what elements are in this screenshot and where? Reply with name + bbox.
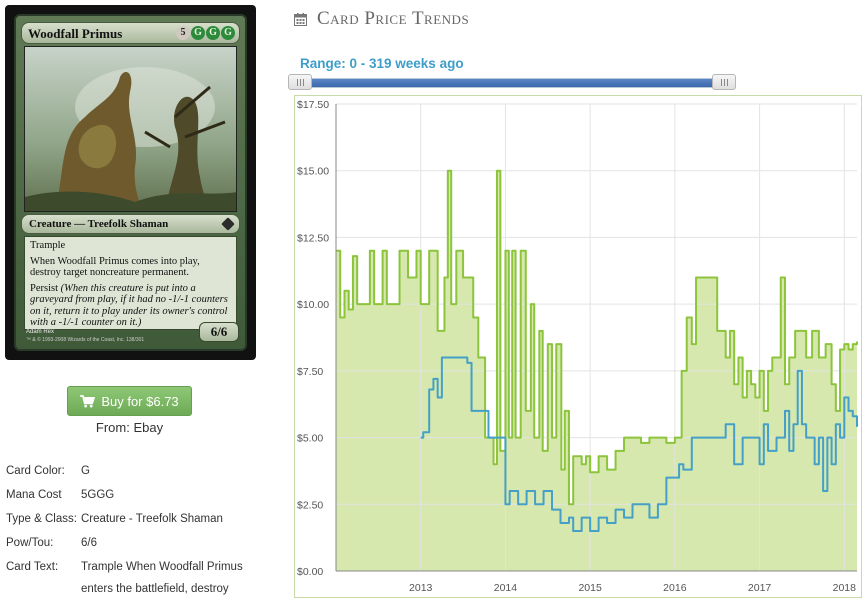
range-label: Range: 0 - 319 weeks ago — [300, 56, 464, 71]
series-line — [420, 356, 858, 532]
persist-reminder: (When this creature is put into a gravey… — [30, 282, 228, 329]
y-tick-label: $5.00 — [297, 433, 323, 445]
detail-value: Trample When Woodfall Primus enters the … — [81, 561, 243, 595]
mana-symbol: G — [191, 26, 205, 40]
card-type-bar: Creature — Treefolk Shaman — [21, 214, 240, 234]
y-tick-label: $2.50 — [297, 499, 323, 511]
x-tick-label: 2014 — [494, 582, 518, 594]
persist-keyword: Persist — [30, 282, 59, 294]
calendar-icon — [294, 12, 307, 26]
card-rules-line: When Woodfall Primus comes into play, de… — [30, 255, 200, 279]
card-image: Woodfall Primus 5 G G G — [5, 5, 256, 360]
detail-label: Pow/Tou: — [6, 537, 54, 549]
card-artist: Adam Rex — [26, 329, 55, 335]
card-type-line: Creature — Treefolk Shaman — [29, 218, 169, 230]
y-tick-label: $15.00 — [297, 166, 329, 178]
set-symbol-icon — [221, 217, 235, 231]
shopping-cart-icon — [80, 394, 96, 408]
y-tick-label: $17.50 — [297, 99, 329, 111]
y-tick-label: $7.50 — [297, 366, 323, 378]
range-slider-end-handle[interactable] — [712, 74, 736, 90]
y-tick-label: $0.00 — [297, 566, 323, 578]
price-chart: $0.00 $2.50 $5.00 $7.50 $10.00 $12.50 $15.00 $1… — [294, 95, 862, 598]
card-artwork — [24, 46, 237, 212]
series-line — [336, 169, 858, 506]
x-tick-label: 2016 — [663, 582, 687, 594]
x-tick-label: 2015 — [578, 582, 602, 594]
mana-symbol: G — [206, 26, 220, 40]
detail-label: Card Color: — [6, 465, 65, 477]
card-power-toughness: 6/6 — [199, 322, 239, 342]
buy-source: From: Ebay — [95, 420, 164, 435]
detail-label: Mana Cost — [6, 489, 62, 501]
y-tick-label: $10.00 — [297, 299, 329, 311]
x-tick-label: 2018 — [833, 582, 857, 594]
detail-value: 5GGG — [81, 489, 115, 501]
detail-value: Creature - Treefolk Shaman — [81, 513, 223, 525]
mana-symbol: G — [221, 26, 235, 40]
card-frame: Woodfall Primus 5 G G G — [14, 14, 247, 351]
buy-button-label: Buy for $6.73 — [101, 393, 179, 409]
card-copyright: ™ & © 1993-2008 Wizards of the Coast, In… — [26, 337, 145, 343]
detail-label: Card Text: — [6, 561, 59, 573]
card-name: Woodfall Primus — [28, 26, 123, 41]
trends-title: Card Price Trends — [317, 8, 470, 29]
card-rules-line: Trample — [30, 240, 66, 251]
range-slider-start-handle[interactable] — [288, 74, 312, 90]
series-area — [336, 170, 857, 571]
trends-heading: Card Price Trends — [294, 8, 469, 30]
detail-label: Type & Class: — [6, 513, 77, 525]
detail-value: G — [81, 465, 90, 477]
card-mana-cost: 5 G G G — [176, 26, 235, 40]
mana-symbol: 5 — [176, 26, 190, 40]
card-title-bar: Woodfall Primus 5 G G G — [21, 22, 240, 44]
card-persist-text: Persist (When this creature is put into … — [30, 283, 231, 329]
x-tick-label: 2017 — [748, 582, 772, 594]
buy-button[interactable]: Buy for $6.73 — [67, 386, 192, 416]
price-chart-svg: $0.00 $2.50 $5.00 $7.50 $10.00 $12.50 $15.00 $1… — [297, 99, 858, 594]
card-rules-text: Trample When Woodfall Primus comes into … — [24, 236, 237, 330]
y-tick-label: $12.50 — [297, 232, 329, 244]
range-slider-track[interactable] — [292, 78, 736, 88]
x-tick-label: 2013 — [409, 582, 433, 594]
detail-value: 6/6 — [81, 537, 97, 549]
